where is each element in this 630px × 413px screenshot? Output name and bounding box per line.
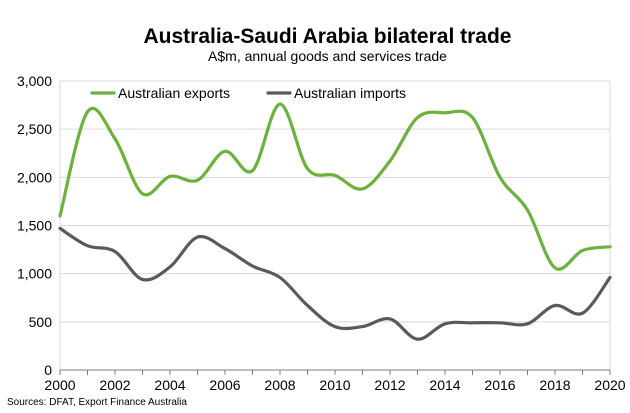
- legend-label-australian-exports: Australian exports: [118, 85, 230, 101]
- x-tick-label: 2014: [429, 377, 460, 393]
- x-tick-label: 2018: [539, 377, 570, 393]
- x-tick-label: 2012: [374, 377, 405, 393]
- x-tick-label: 2004: [154, 377, 185, 393]
- source-note: Sources: DFAT, Export Finance Australia: [7, 397, 187, 408]
- y-tick-label: 1,500: [17, 218, 52, 234]
- australian-imports-line: [58, 226, 612, 341]
- australian-exports-line: [58, 102, 612, 271]
- legend: Australian exports Australian imports: [90, 85, 406, 101]
- y-tick-label: 2,500: [17, 121, 52, 137]
- y-tick-label: 3,000: [17, 73, 52, 89]
- chart-subtitle: A$m, annual goods and services trade: [208, 48, 447, 64]
- gridlines: [59, 80, 611, 370]
- chart-title: Australia-Saudi Arabia bilateral trade: [143, 25, 512, 48]
- y-tick-label: 0: [44, 362, 52, 378]
- y-tick-label: 500: [29, 314, 53, 330]
- legend-label-australian-imports: Australian imports: [294, 85, 406, 101]
- x-tick-label: 2008: [264, 377, 295, 393]
- x-tick-label: 2000: [44, 377, 75, 393]
- x-tick-label: 2002: [99, 377, 130, 393]
- x-tick-label: 2020: [594, 377, 625, 393]
- x-tick-label: 2016: [484, 377, 515, 393]
- y-tick-label: 1,000: [17, 266, 52, 282]
- y-tick-label: 2,000: [17, 169, 52, 185]
- series-lines: [58, 102, 612, 341]
- axes: 0 500 1,000 1,500 2,000 2,500 3,000 2000 2002 200…: [17, 73, 626, 393]
- x-tick-label: 2006: [209, 377, 240, 393]
- x-tick-label: 2010: [319, 377, 350, 393]
